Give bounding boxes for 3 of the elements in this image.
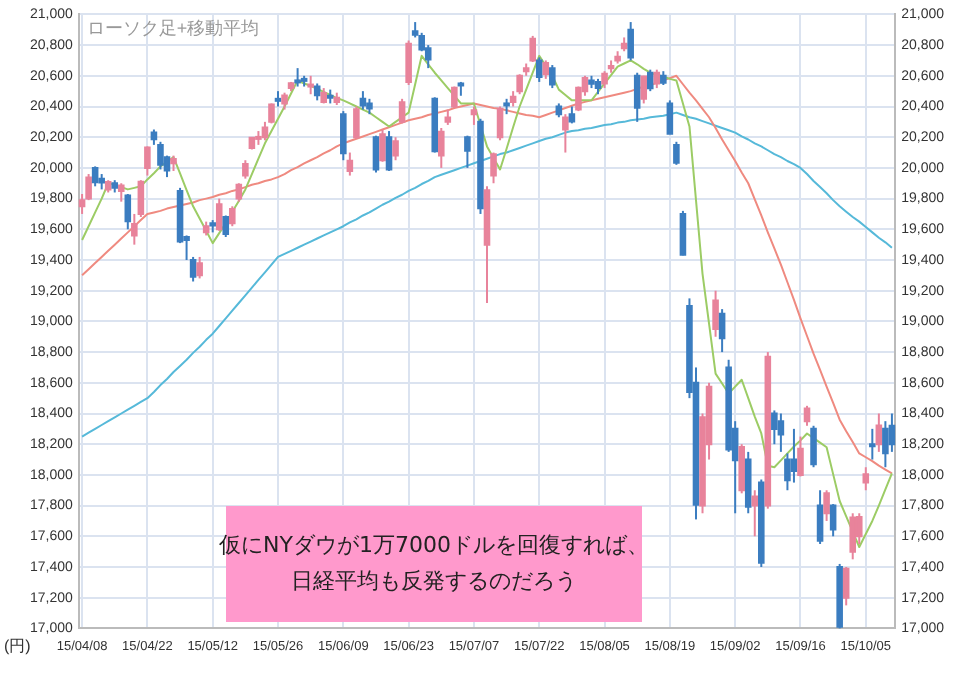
y-axis-title: (円) xyxy=(4,636,32,655)
chart-title: ローソク足+移動平均 xyxy=(86,18,260,39)
annotation: 日経平均も反発するのだろう xyxy=(291,566,577,598)
